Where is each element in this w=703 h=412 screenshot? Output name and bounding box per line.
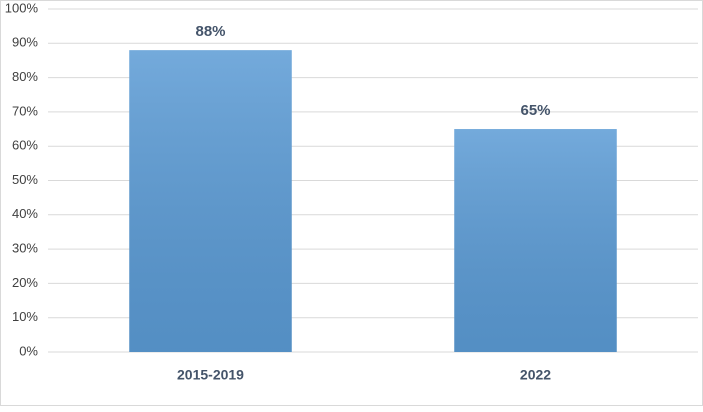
y-tick-label: 70% (12, 103, 38, 118)
y-tick-label: 0% (19, 343, 38, 358)
y-tick-label: 100% (5, 0, 39, 15)
y-tick-label: 10% (12, 309, 38, 324)
y-tick-label: 50% (12, 172, 38, 187)
x-tick-label: 2015-2019 (177, 367, 244, 383)
y-tick-label: 90% (12, 35, 38, 50)
y-tick-label: 40% (12, 206, 38, 221)
x-tick-label: 2022 (520, 367, 551, 383)
value-label: 88% (195, 23, 225, 40)
y-tick-label: 20% (12, 275, 38, 290)
y-tick-label: 30% (12, 241, 38, 256)
bar-shade (454, 129, 617, 352)
value-label: 65% (520, 102, 550, 119)
y-tick-label: 80% (12, 69, 38, 84)
bar-shade (129, 50, 292, 352)
y-tick-label: 60% (12, 138, 38, 153)
